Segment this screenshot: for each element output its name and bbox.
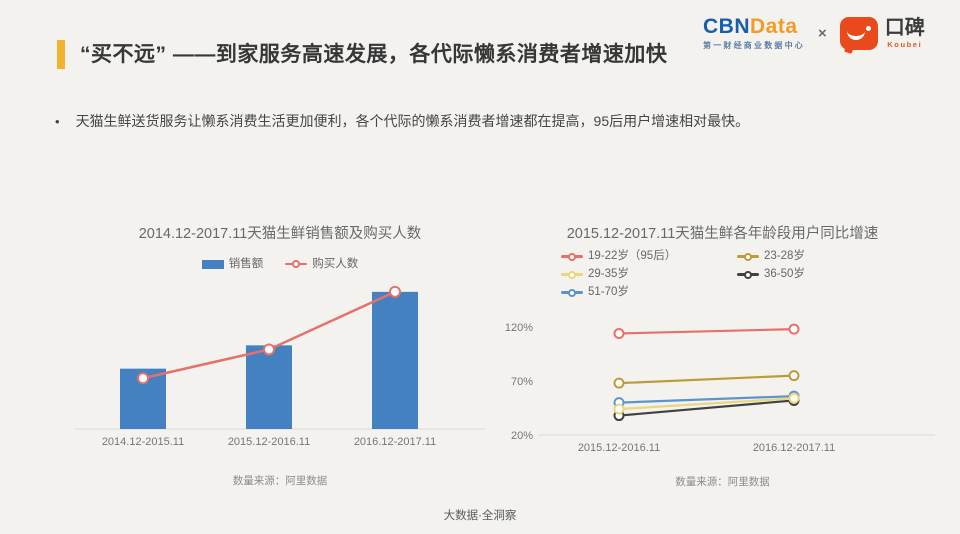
chart-title: 2014.12-2017.11天猫生鲜销售额及购买人数 (138, 226, 422, 242)
legend-marker-dot (568, 288, 576, 297)
age-growth-plot: 20% 70% 120% 2015.12-2016.11 2016.12-2017.11 (505, 322, 935, 454)
cbndata-cbn-text: CBN (703, 15, 750, 38)
koubei-en-text: Koubei (887, 40, 923, 50)
smile-arc-icon (846, 25, 865, 40)
x-tick-label: 2015.12-2016.11 (228, 436, 310, 448)
summary-bullet: • 天猫生鲜送货服务让懒系消费生活更加便利，各个代际的懒系消费者增速都在提高，9… (55, 112, 925, 131)
koubei-cn-text: 口碑 (884, 17, 925, 40)
buyers-point (389, 285, 401, 298)
legend-item: 51-70岁 (561, 285, 737, 300)
x-tick-label: 2015.12-2016.11 (578, 442, 660, 454)
x-tick-label: 2016.12-2017.11 (753, 442, 835, 454)
koubei-logo: 口碑 Koubei (839, 17, 925, 50)
legend-item: 销售额 (201, 257, 264, 272)
series-line (618, 399, 795, 417)
x-tick-label: 2016.12-2017.11 (354, 436, 436, 448)
y-tick-label: 20% (511, 430, 533, 442)
cbndata-logo: CBNData 第一财经商业数据中心 (703, 16, 805, 51)
legend-line-marker (561, 288, 583, 297)
page-title: “买不远” ——到家服务高速发展，各代际懒系消费者增速加快 (80, 43, 668, 66)
series-point (788, 392, 800, 404)
legend-marker-dot (292, 260, 301, 268)
buyers-point (137, 372, 149, 385)
cbndata-wordmark: CBNData (703, 16, 798, 38)
series-line (618, 397, 795, 411)
legend-item: 23-28岁 (737, 249, 805, 264)
bullet-text: 天猫生鲜送货服务让懒系消费生活更加便利，各个代际的懒系消费者增速都在提高，95后… (75, 113, 750, 129)
legend-label: 销售额 (228, 257, 264, 270)
legend-line-marker (561, 270, 583, 279)
legend-label: 29-35岁 (588, 268, 629, 280)
sales-buyers-plot: 2014.12-2015.11 2015.12-2016.11 2016.12-20… (75, 285, 485, 448)
series-point (613, 403, 625, 415)
legend-marker-dot (568, 270, 576, 279)
logo-separator-x: × (818, 25, 827, 42)
age-growth-chart: 2015.12-2017.11天猫生鲜各年龄段用户同比增速 19-22岁（95后… (505, 224, 940, 489)
legend-marker-dot (568, 252, 576, 261)
legend-label: 购买人数 (312, 257, 359, 270)
legend-label: 51-70岁 (588, 286, 629, 298)
x-tick-label: 2014.12-2015.11 (102, 436, 184, 448)
chart-legend: 销售额 购买人数 (75, 257, 485, 271)
series-line (618, 395, 795, 404)
legend-item: 29-35岁 (561, 267, 737, 282)
legend-item: 19-22岁（95后） (561, 249, 737, 264)
y-tick-label: 120% (505, 322, 533, 334)
legend-marker-dot (744, 252, 752, 261)
koubei-wordmark: 口碑 Koubei (885, 18, 925, 49)
series-point (613, 327, 625, 339)
legend-item: 36-50岁 (737, 267, 805, 282)
legend-bar-swatch (201, 259, 224, 269)
legend-item: 购买人数 (285, 257, 358, 272)
cbndata-data-text: Data (750, 15, 798, 38)
legend-line-marker (561, 252, 583, 261)
sales-bar (372, 291, 418, 429)
legend-line-marker (285, 260, 308, 268)
series-line (618, 328, 795, 335)
series-point (788, 370, 800, 382)
chart-source: 数量来源：阿里数据 (675, 476, 770, 488)
title-accent-bar (57, 40, 65, 69)
bullet-marker: • (55, 114, 60, 129)
chart-legend: 19-22岁（95后） 23-28岁 29-35岁 36-50岁 51-70岁 (561, 249, 940, 300)
y-tick-label: 70% (511, 376, 533, 388)
legend-line-marker (737, 252, 759, 261)
koubei-smile-icon (839, 17, 878, 50)
brand-logos: CBNData 第一财经商业数据中心 × 口碑 Koubei (703, 16, 925, 51)
series-point (788, 323, 800, 335)
sales-buyers-chart: 2014.12-2017.11天猫生鲜销售额及购买人数 销售额 购买人数 2014… (75, 224, 485, 488)
legend-label: 19-22岁（95后） (588, 250, 677, 262)
chart-title: 2015.12-2017.11天猫生鲜各年龄段用户同比增速 (566, 226, 879, 242)
legend-marker-dot (744, 270, 752, 279)
footer-slogan: 大数据·全洞察 (443, 510, 517, 522)
legend-label: 36-50岁 (764, 268, 805, 280)
series-point (613, 377, 625, 389)
sales-bar (246, 345, 292, 429)
buyers-point (263, 343, 275, 356)
chart-source: 数量来源：阿里数据 (232, 475, 328, 487)
legend-label: 23-28岁 (764, 250, 805, 262)
series-line (618, 374, 795, 385)
smile-dot-icon (865, 26, 871, 31)
legend-line-marker (737, 270, 759, 279)
cbndata-subtitle: 第一财经商业数据中心 (703, 41, 805, 50)
